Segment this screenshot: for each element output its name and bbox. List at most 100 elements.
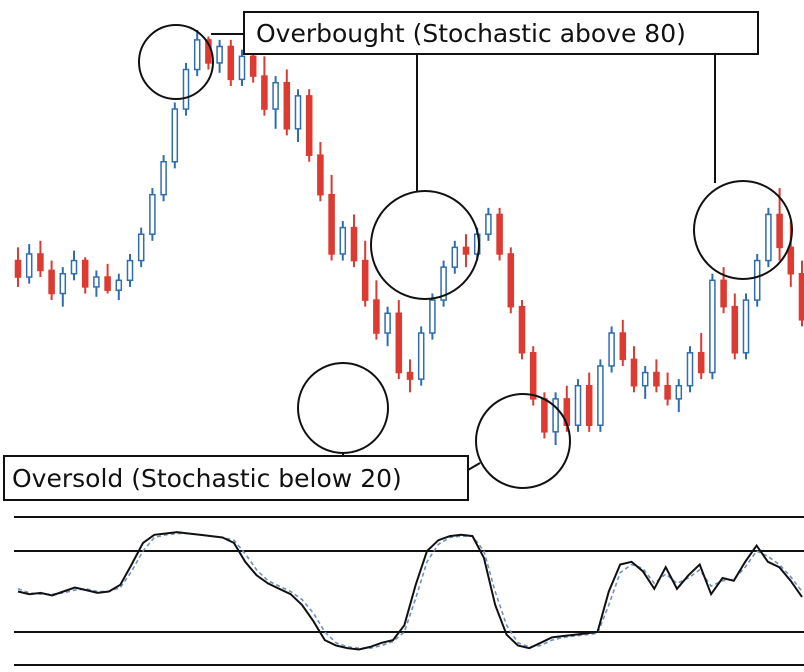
- candle: [171, 102, 179, 169]
- candle: [406, 359, 414, 393]
- candle-body-up: [384, 312, 391, 334]
- candle: [160, 155, 167, 202]
- candle-body-down: [653, 371, 660, 387]
- overbought-circle-1: [138, 24, 214, 100]
- candle-body-down: [518, 305, 526, 354]
- candle: [373, 280, 380, 340]
- candle-body-up: [574, 384, 582, 426]
- candle: [48, 260, 55, 301]
- candle-body-down: [373, 299, 380, 334]
- candle: [126, 253, 134, 287]
- candle: [14, 247, 22, 287]
- candle-body-down: [48, 269, 55, 295]
- candle-body-down: [496, 213, 503, 255]
- candle-body-up: [608, 332, 615, 367]
- candle-body-down: [81, 259, 89, 288]
- candle: [361, 240, 369, 307]
- oversold-label: Oversold (Stochastic below 20): [12, 464, 402, 493]
- candle-body-up: [193, 39, 201, 71]
- candle: [283, 69, 291, 136]
- candle: [417, 326, 425, 386]
- candle-body-down: [261, 75, 268, 110]
- candle: [619, 319, 627, 366]
- candle: [272, 76, 279, 129]
- candle-body-up: [686, 352, 694, 387]
- candle-body-up: [25, 253, 33, 278]
- candle-body-down: [37, 253, 44, 272]
- candle-body-down: [619, 332, 627, 361]
- candle: [216, 39, 223, 73]
- candle: [115, 273, 123, 301]
- candle: [787, 221, 795, 287]
- candle: [731, 293, 739, 360]
- candle: [653, 359, 660, 393]
- candle: [585, 372, 593, 432]
- candle-body-down: [585, 384, 593, 426]
- candle: [294, 89, 302, 142]
- stochastic-k-line: [17, 531, 803, 651]
- candle-body-down: [350, 226, 358, 262]
- overbought-label-box: [243, 11, 759, 55]
- candle-body-up: [216, 45, 223, 64]
- candle: [70, 250, 78, 281]
- candle: [193, 30, 201, 77]
- candle-body-down: [406, 371, 414, 380]
- candle: [742, 293, 750, 360]
- oversold-callout: Oversold (Stochastic below 20): [3, 455, 469, 501]
- candle: [350, 214, 358, 268]
- candle-body-down: [283, 81, 291, 130]
- candle: [440, 260, 447, 307]
- candle: [753, 253, 761, 307]
- candle: [182, 62, 190, 116]
- candle-body-up: [765, 213, 772, 262]
- candle-body-down: [529, 352, 537, 400]
- candle-body-down: [776, 213, 783, 249]
- candle-body-down: [361, 259, 369, 301]
- candle-body-down: [328, 193, 335, 255]
- oversold-circle-2: [475, 393, 571, 489]
- candle: [384, 306, 391, 347]
- candle-body-up: [417, 332, 425, 380]
- candle-body-up: [709, 279, 716, 374]
- candle-body-down: [249, 55, 257, 77]
- candle-body-up: [641, 371, 649, 387]
- candle: [485, 207, 492, 241]
- candle: [518, 300, 526, 360]
- candle: [149, 188, 156, 241]
- overbought-circle-2: [370, 190, 480, 300]
- candle-body-up: [675, 384, 683, 400]
- candle-body-up: [160, 160, 167, 196]
- candle-body-up: [485, 213, 492, 235]
- candle: [59, 267, 67, 307]
- candle: [630, 346, 638, 393]
- candle: [227, 39, 235, 86]
- candle-body-down: [787, 246, 795, 275]
- candle-body-down: [104, 276, 111, 291]
- overbought-label: Overbought (Stochastic above 80): [256, 19, 686, 48]
- candle: [104, 263, 111, 294]
- candle-body-up: [149, 193, 156, 235]
- candle: [686, 346, 694, 393]
- candle: [37, 240, 44, 278]
- candle-body-down: [664, 384, 671, 400]
- candle: [339, 221, 347, 261]
- candle-body-up: [182, 68, 190, 110]
- candle-body-down: [227, 45, 235, 81]
- candle-body-down: [305, 95, 313, 156]
- candle: [697, 333, 705, 380]
- candle: [507, 247, 515, 314]
- candle-body-up: [294, 95, 302, 130]
- candle: [81, 257, 89, 294]
- candle-body-down: [541, 398, 548, 433]
- candle: [137, 227, 145, 268]
- candle: [93, 270, 100, 297]
- candle-body-down: [317, 154, 324, 196]
- candle: [529, 346, 537, 406]
- candle: [597, 359, 604, 432]
- candle: [776, 188, 783, 261]
- candle-body-down: [395, 312, 403, 374]
- candle: [608, 326, 615, 373]
- candle: [709, 273, 716, 380]
- candle-body-up: [339, 226, 347, 255]
